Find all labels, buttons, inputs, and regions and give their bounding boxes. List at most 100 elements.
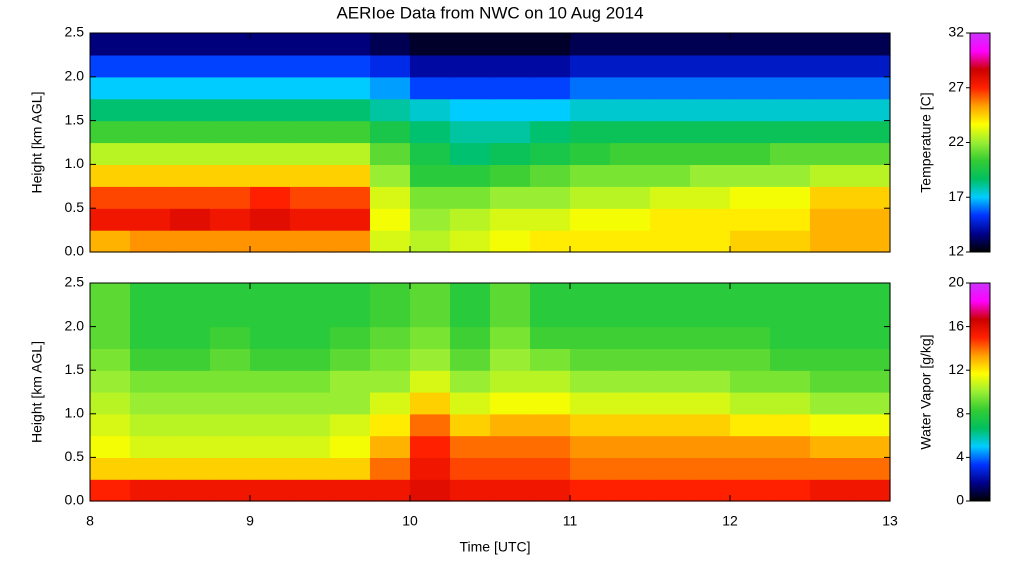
heatmap-cell <box>650 435 691 458</box>
heatmap-cell <box>90 435 131 458</box>
heatmap-cell <box>530 142 571 165</box>
heatmap-cell <box>810 142 851 165</box>
heatmap-cell <box>410 348 451 371</box>
heatmap-cell <box>370 230 411 253</box>
heatmap-cell <box>650 413 691 437</box>
heatmap-cell <box>210 142 251 165</box>
heatmap-cell <box>650 283 691 306</box>
heatmap-cell <box>690 413 731 437</box>
heatmap-cell <box>730 479 771 502</box>
y-tick-label: 0.5 <box>65 448 85 464</box>
heatmap-cell <box>650 54 691 78</box>
heatmap-cell <box>370 283 411 306</box>
heatmap-cell <box>650 98 691 122</box>
heatmap-cell <box>530 54 571 78</box>
heatmap-cell <box>850 230 891 253</box>
colorbar-tick-label: 27 <box>948 78 964 94</box>
heatmap-cell <box>250 457 291 480</box>
heatmap-cell <box>130 54 171 78</box>
heatmap-cell <box>810 283 851 306</box>
heatmap-cell <box>610 392 651 415</box>
heatmap-cell <box>450 33 491 56</box>
plot-frame <box>89 282 891 502</box>
colorbar-tick-label: 0 <box>956 492 964 508</box>
heatmap-cell <box>530 326 571 349</box>
heatmap-cell <box>450 76 491 100</box>
heatmap-cell <box>730 457 771 480</box>
heatmap-cell <box>610 33 651 56</box>
heatmap-cell <box>410 392 451 415</box>
heatmap-cell <box>650 33 691 56</box>
heatmap-cell <box>650 186 691 209</box>
heatmap-cell <box>770 370 811 393</box>
colorbar <box>969 282 991 502</box>
heatmap-cell <box>370 208 411 231</box>
heatmap-cell <box>730 348 771 371</box>
heatmap-cell <box>690 370 731 393</box>
y-tick-label: 0.0 <box>65 492 85 508</box>
heatmap-cell <box>170 120 211 144</box>
heatmap-cell <box>450 98 491 122</box>
heatmap-cell <box>90 120 131 144</box>
heatmap-cell <box>210 348 251 371</box>
x-tick-label: 9 <box>246 513 254 529</box>
colorbar <box>969 32 991 253</box>
heatmap-cell <box>370 392 411 415</box>
heatmap-cell <box>570 164 611 187</box>
heatmap-cell <box>410 54 451 78</box>
heatmap-cell <box>210 283 251 306</box>
heatmap-cell <box>250 479 291 502</box>
heatmap-cell <box>690 457 731 480</box>
heatmap-cell <box>650 392 691 415</box>
heatmap-cell <box>730 186 771 209</box>
heatmap-cell <box>490 435 531 458</box>
heatmap-cell <box>850 54 891 78</box>
heatmap-cell <box>490 392 531 415</box>
heatmap-cell <box>450 230 491 253</box>
heatmap-cell <box>730 142 771 165</box>
heatmap-cell <box>330 120 371 144</box>
heatmap-cell <box>170 479 211 502</box>
heatmap-cell <box>450 142 491 165</box>
heatmap-cell <box>410 76 451 100</box>
heatmap-cell <box>770 392 811 415</box>
heatmap-cell <box>290 230 331 253</box>
heatmap-cell <box>410 435 451 458</box>
heatmap-cell <box>170 370 211 393</box>
heatmap-cell <box>290 413 331 437</box>
heatmap-cell <box>330 142 371 165</box>
heatmap-cell <box>290 348 331 371</box>
heatmap-cell <box>450 457 491 480</box>
heatmap-cell <box>650 230 691 253</box>
heatmap-cell <box>250 392 291 415</box>
heatmap-cell <box>850 370 891 393</box>
heatmap-cell <box>770 457 811 480</box>
y-tick-label: 2.0 <box>65 68 85 84</box>
heatmap-cell <box>290 370 331 393</box>
heatmap-cell <box>810 435 851 458</box>
heatmap-cell <box>410 98 451 122</box>
heatmap-cell <box>90 348 131 371</box>
heatmap-cell <box>850 435 891 458</box>
heatmap-cell <box>130 348 171 371</box>
heatmap-cell <box>290 326 331 349</box>
y-tick-label: 1.0 <box>65 155 85 171</box>
heatmap-cell <box>210 370 251 393</box>
heatmap-cell <box>130 413 171 437</box>
heatmap-cell <box>530 98 571 122</box>
heatmap-cell <box>610 54 651 78</box>
heatmap-cell <box>370 348 411 371</box>
heatmap-cell <box>610 208 651 231</box>
heatmap-cell <box>330 98 371 122</box>
heatmap-cell <box>610 326 651 349</box>
heatmap-cell <box>210 230 251 253</box>
heatmap-cell <box>170 76 211 100</box>
heatmap-cell <box>370 33 411 56</box>
heatmap-cell <box>850 457 891 480</box>
heatmap-cell <box>490 186 531 209</box>
heatmap-cell <box>170 33 211 56</box>
heatmap-cell <box>490 208 531 231</box>
heatmap-cell <box>490 120 531 144</box>
heatmap-cell <box>810 413 851 437</box>
heatmap-cell <box>370 98 411 122</box>
